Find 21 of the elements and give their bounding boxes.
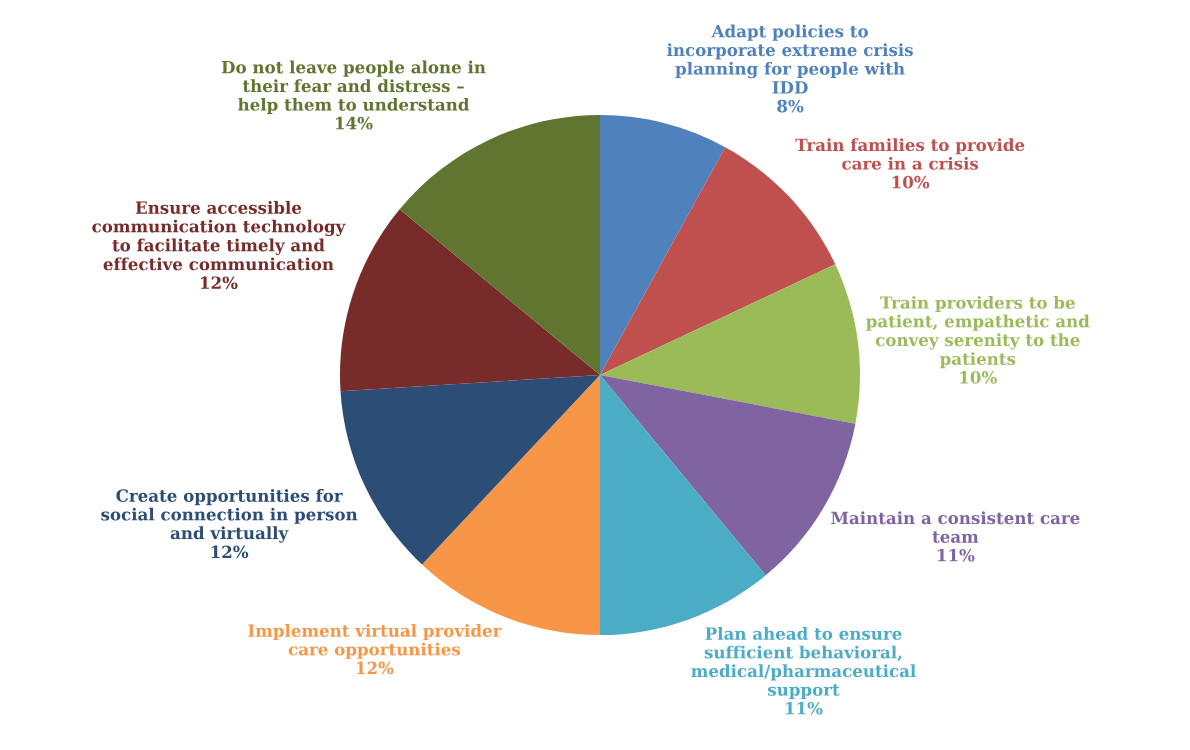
data-label: 12%: [211, 545, 249, 559]
slice-label: Train families to provide care in a crisis: [795, 138, 1025, 170]
pie-slice: [600, 115, 726, 375]
pie-slice: [399, 115, 600, 375]
data-label: 10%: [960, 371, 997, 384]
data-label: 10%: [892, 175, 930, 189]
slice-label: Adapt policies to incorporate extreme crisis planning for people with IDD: [667, 24, 913, 94]
data-label: 14%: [336, 116, 373, 130]
data-label: 11%: [937, 548, 975, 562]
slice-label: Maintain a consistent care team: [831, 511, 1080, 543]
slice-label: Plan ahead to ensure sufficient behavioral, medical/pharmaceutical support: [691, 626, 916, 700]
slice-label: Implement virtual provider care opportunities: [248, 623, 502, 659]
data-label: 12%: [356, 661, 394, 675]
pie-slice: [600, 264, 860, 424]
slice-label: Train providers to be patient, empathetic and convey serenity to the patients: [866, 295, 1090, 369]
slice-label: Do not leave people alone in their fear and distress – help them to understand: [221, 60, 486, 115]
data-label: 12%: [200, 276, 238, 290]
slice-label: Ensure accessible communication technology to facilitate timely and effective communication: [92, 200, 346, 271]
data-label: 8%: [777, 99, 804, 113]
data-label: 11%: [786, 701, 823, 715]
slice-label: Create opportunities for social connection in person and virtually: [101, 489, 358, 543]
